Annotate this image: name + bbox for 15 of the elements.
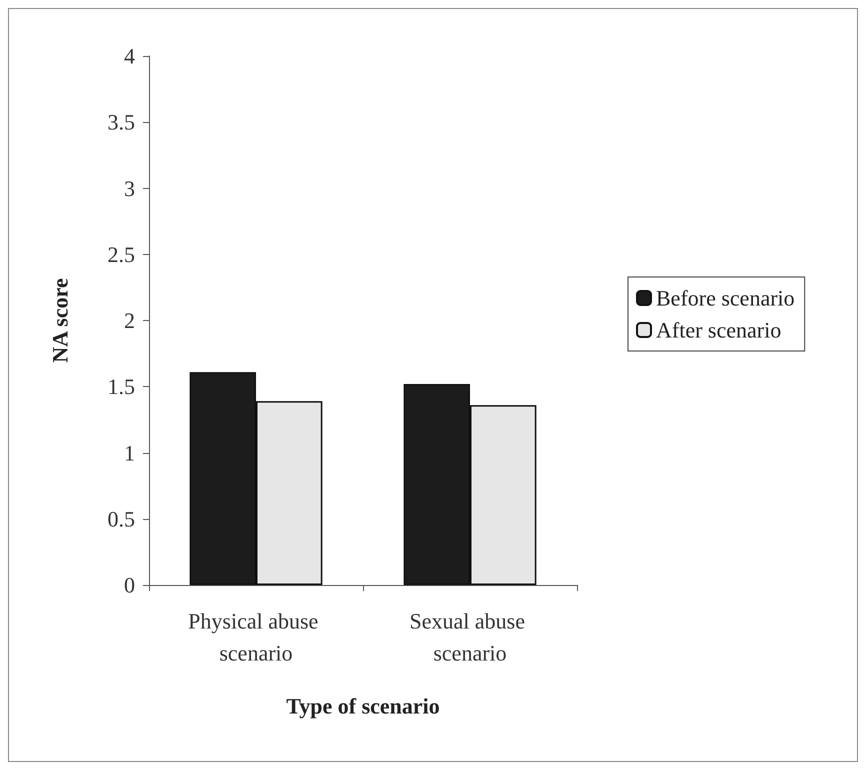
y-tick-label: 0.5 xyxy=(108,506,135,532)
y-tick-label: 4 xyxy=(124,44,135,68)
x-axis-title: Type of scenario xyxy=(286,694,440,718)
y-tick-label: 2.5 xyxy=(108,242,135,267)
x-tick-label: Sexual abuse scenario xyxy=(410,608,530,666)
y-tick-label: 2 xyxy=(124,308,135,333)
y-tick-label: 0 xyxy=(124,572,135,598)
legend-label: Before scenario xyxy=(656,286,795,310)
y-tick-label: 1.5 xyxy=(108,374,135,400)
y-tick-label: 3 xyxy=(124,176,135,201)
legend-label: After scenario xyxy=(656,318,782,342)
x-tick-label: Physical abuse scenario xyxy=(188,608,324,666)
y-axis-title: NA score xyxy=(48,278,72,363)
y-tick-label: 3.5 xyxy=(108,110,135,135)
y-tick-label: 1 xyxy=(124,440,135,466)
